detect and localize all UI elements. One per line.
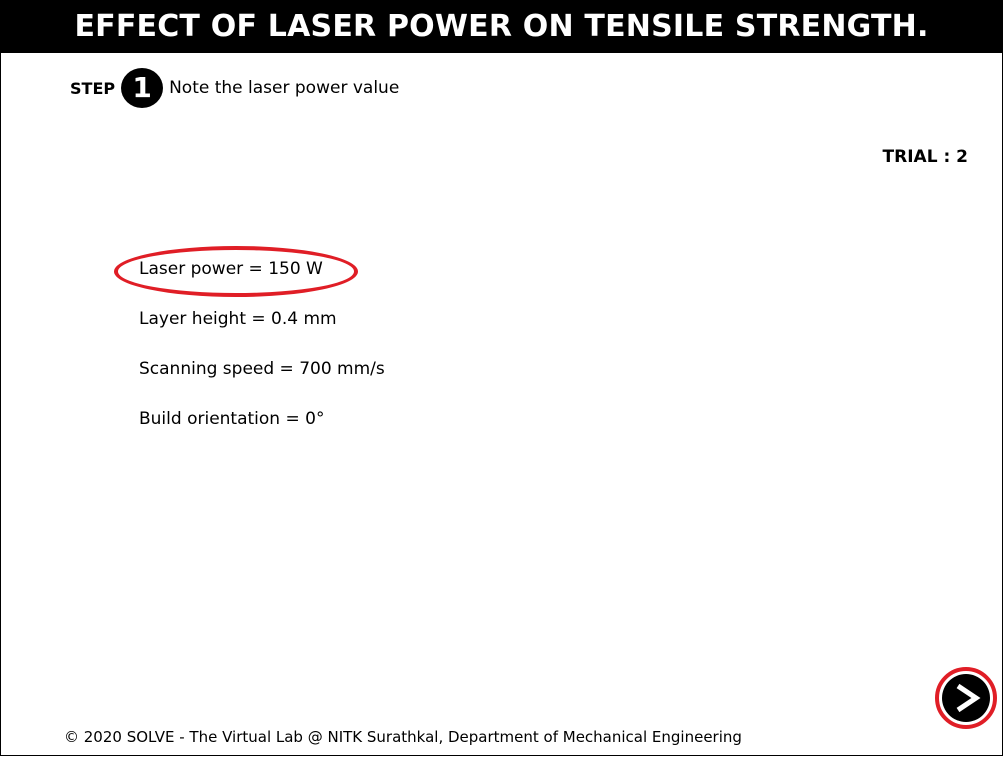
step-number-badge: 1: [121, 68, 164, 108]
page-title: EFFECT OF LASER POWER ON TENSILE STRENGT…: [1, 1, 1002, 53]
param-scanning-speed: Scanning speed = 700 mm/s: [139, 359, 385, 379]
footer-copyright: © 2020 SOLVE - The Virtual Lab @ NITK Su…: [64, 728, 742, 746]
step-text: Note the laser power value: [169, 78, 400, 98]
step-label: STEP: [70, 78, 116, 98]
param-build-orientation: Build orientation = 0°: [139, 409, 325, 429]
step-instruction: STEP 1 Note the laser power value: [70, 68, 399, 108]
next-button[interactable]: [935, 667, 997, 729]
next-arrow-icon: [942, 674, 990, 722]
param-layer-height: Layer height = 0.4 mm: [139, 309, 337, 329]
trial-indicator: TRIAL : 2: [882, 147, 968, 167]
param-laser-power: Laser power = 150 W: [139, 259, 323, 279]
highlight-ellipse: [114, 246, 358, 297]
